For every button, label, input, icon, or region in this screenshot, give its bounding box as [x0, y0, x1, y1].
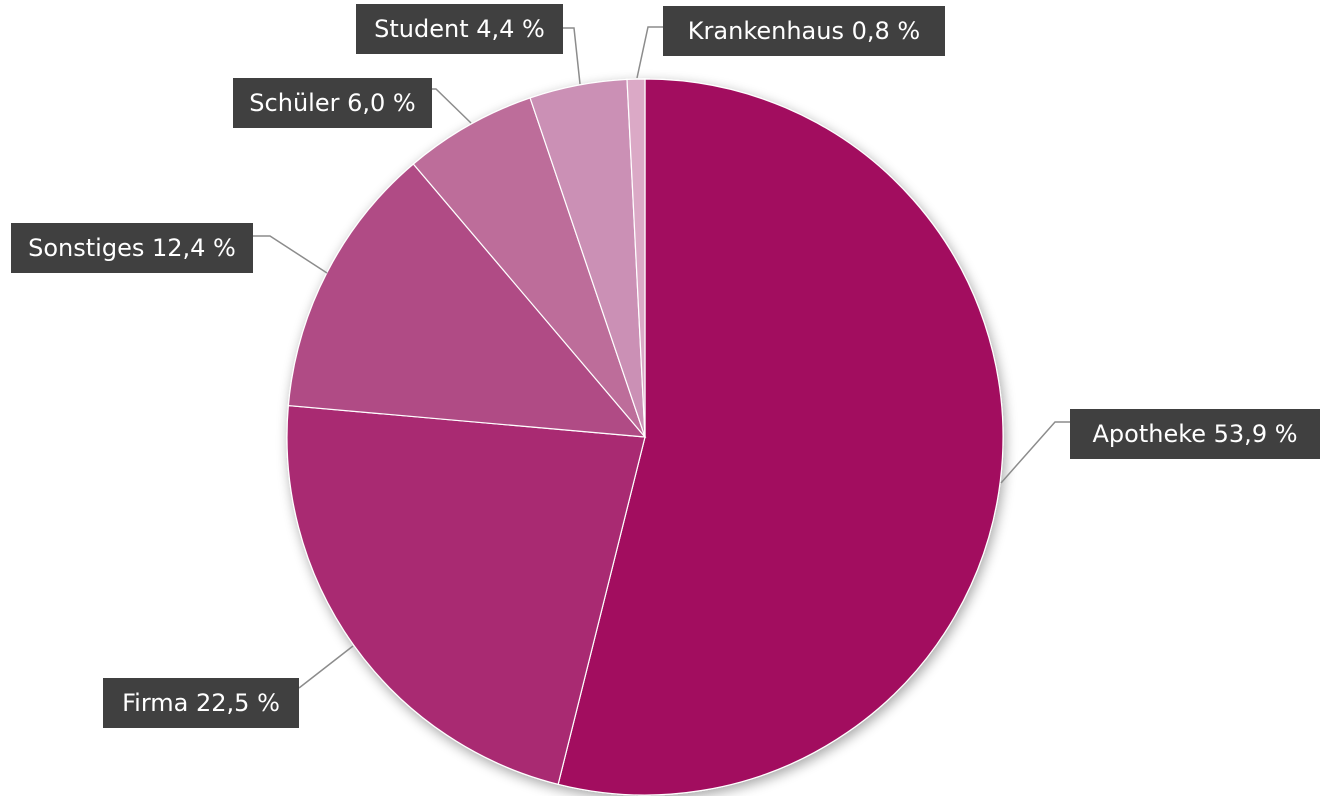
data-label-text: Student 4,4 % — [374, 15, 545, 43]
data-labels: Apotheke 53,9 % Firma 22,5 % Sonstiges 12,… — [11, 4, 1320, 728]
data-label-box — [233, 78, 432, 128]
data-label: Sonstiges 12,4 % — [11, 223, 253, 273]
data-label: Firma 22,5 % — [103, 678, 299, 728]
pie-slices — [286, 78, 1004, 796]
data-label: Student 4,4 % — [356, 4, 563, 54]
leader-line — [253, 235, 328, 274]
pie-slice-apotheke — [557, 78, 1004, 796]
data-label-box — [356, 4, 563, 54]
pie-slice-krankenhaus — [626, 78, 646, 438]
leader-line — [563, 27, 581, 85]
data-label-text: Apotheke 53,9 % — [1092, 420, 1297, 448]
data-label-text: Krankenhaus 0,8 % — [688, 17, 920, 45]
data-label: Krankenhaus 0,8 % — [663, 6, 945, 56]
data-label-text: Firma 22,5 % — [122, 689, 280, 717]
data-label-box — [1070, 409, 1320, 459]
leader-line — [636, 26, 663, 79]
data-label: Apotheke 53,9 % — [1070, 409, 1320, 459]
leader-line — [298, 645, 354, 689]
data-label-box — [103, 678, 299, 728]
data-label-box — [663, 6, 945, 56]
leader-line — [1000, 421, 1070, 484]
data-label-text: Sonstiges 12,4 % — [28, 234, 236, 262]
data-label-text: Schüler 6,0 % — [249, 89, 415, 117]
pie-slice-sch-ler — [412, 97, 646, 438]
leader-line — [432, 88, 472, 124]
data-label-box — [11, 223, 253, 273]
data-label: Schüler 6,0 % — [233, 78, 432, 128]
pie-slice-firma — [286, 404, 646, 786]
leader-lines — [253, 26, 1070, 689]
